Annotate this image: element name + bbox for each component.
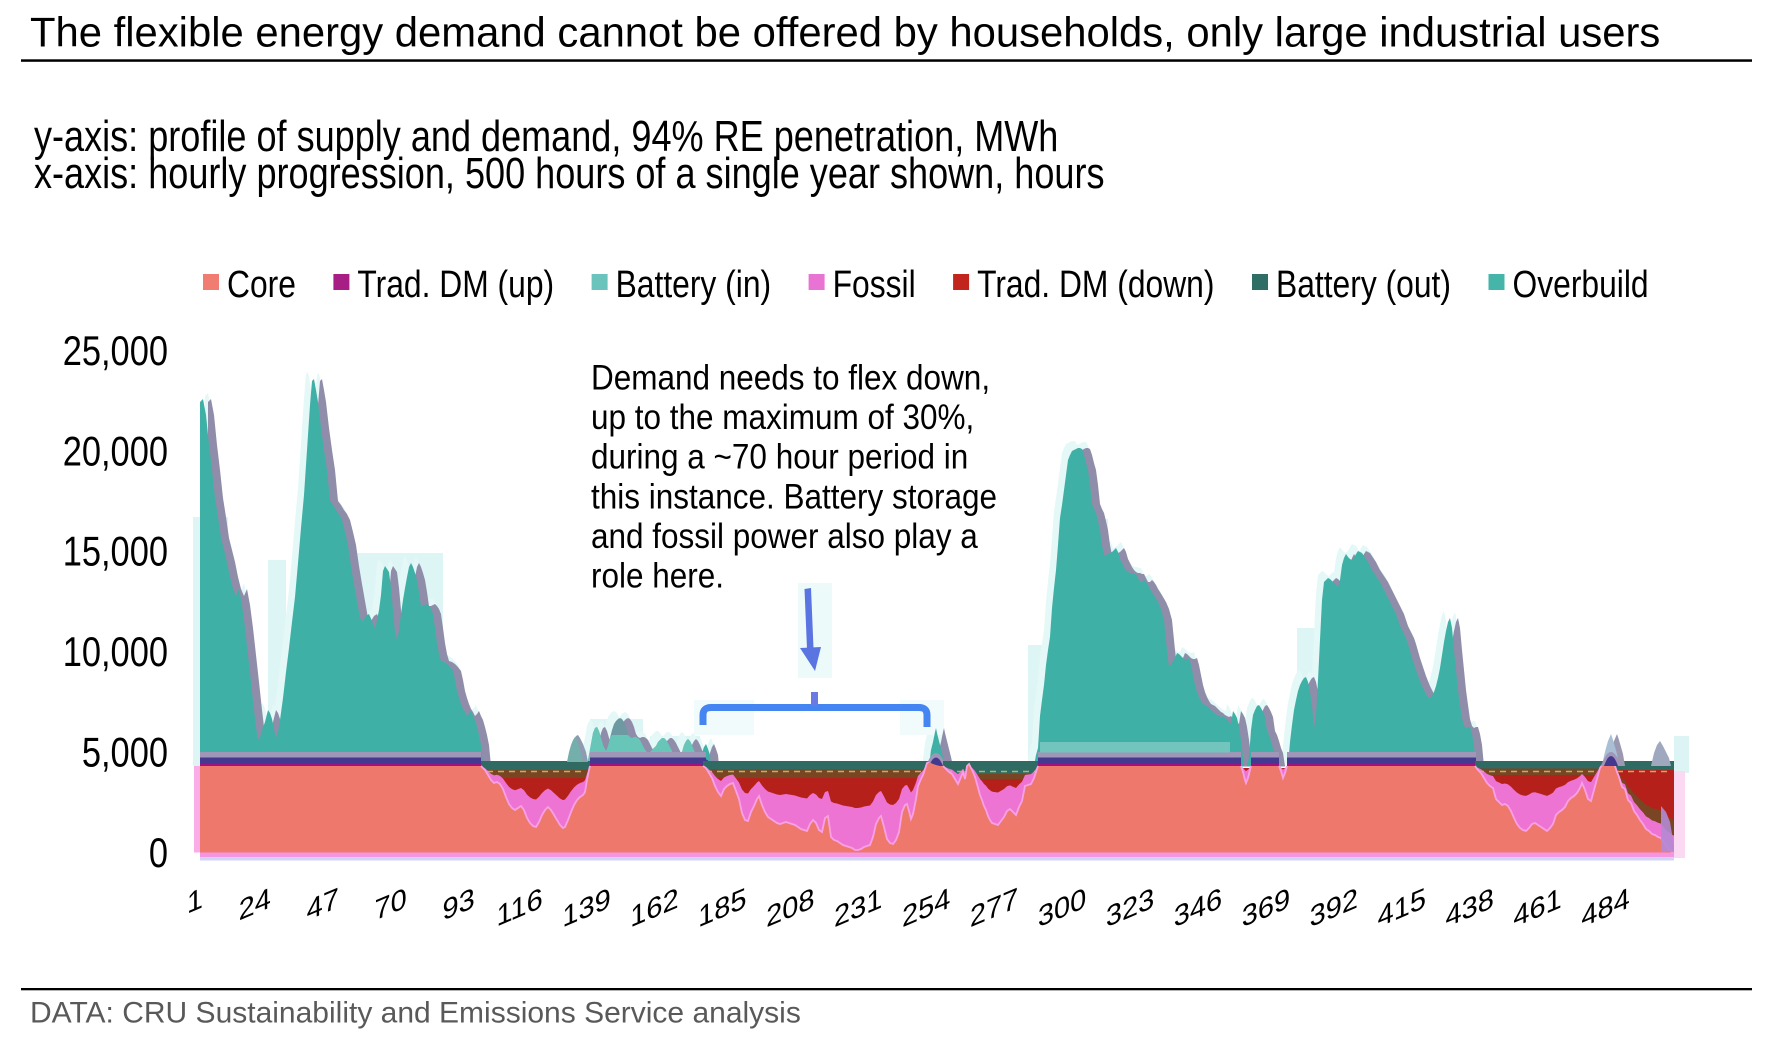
svg-text:Battery (in): Battery (in) (616, 263, 772, 305)
svg-text:20,000: 20,000 (63, 428, 168, 475)
svg-text:1: 1 (187, 882, 203, 920)
svg-text:Overbuild: Overbuild (1513, 263, 1649, 305)
svg-text:25,000: 25,000 (63, 328, 168, 375)
svg-text:Trad. DM (down): Trad. DM (down) (977, 263, 1214, 305)
svg-text:DATA: CRU Sustainability and E: DATA: CRU Sustainability and Emissions S… (30, 997, 801, 1030)
svg-text:Demand needs to flex down,: Demand needs to flex down, (591, 359, 990, 398)
svg-text:10,000: 10,000 (63, 629, 168, 676)
svg-text:0: 0 (149, 830, 168, 877)
svg-text:during a ~70 hour period in: during a ~70 hour period in (591, 438, 968, 477)
svg-text:Battery (out): Battery (out) (1276, 263, 1451, 305)
svg-text:Core: Core (227, 263, 296, 305)
svg-text:x-axis: hourly progression, 50: x-axis: hourly progression, 500 hours of… (34, 148, 1104, 197)
svg-text:Fossil: Fossil (833, 263, 916, 305)
svg-text:5,000: 5,000 (82, 729, 168, 776)
svg-text:y-axis: profile of supply and: y-axis: profile of supply and demand, 94… (34, 112, 1058, 161)
svg-text:role here.: role here. (591, 557, 724, 596)
svg-text:15,000: 15,000 (63, 529, 168, 576)
svg-text:Trad. DM (up): Trad. DM (up) (357, 263, 554, 305)
svg-text:this instance. Battery storage: this instance. Battery storage (591, 478, 997, 517)
svg-text:and fossil power also play a: and fossil power also play a (591, 517, 978, 556)
svg-text:The flexible energy demand can: The flexible energy demand cannot be off… (30, 9, 1660, 56)
svg-text:up to the maximum of 30%,: up to the maximum of 30%, (591, 399, 974, 438)
